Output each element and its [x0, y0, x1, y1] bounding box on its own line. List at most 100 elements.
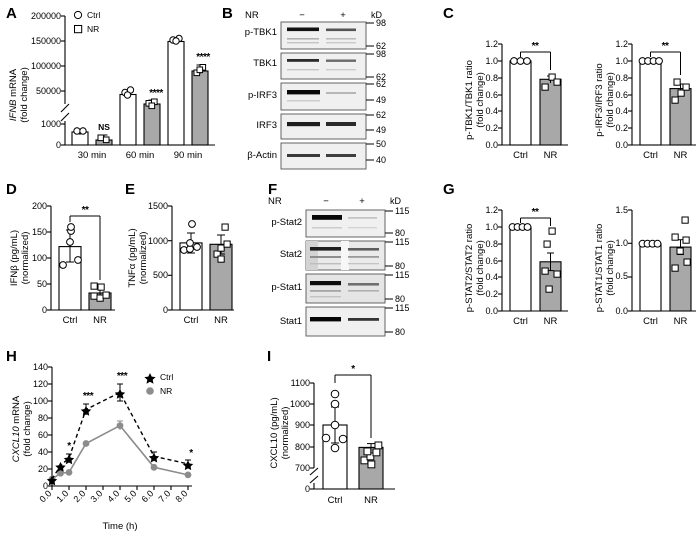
panel-a-xtick-0: 30 min — [78, 150, 107, 161]
tick-label: 50000 — [36, 86, 61, 96]
panel-b-row-bactin: β-Actin 50 40 — [247, 139, 386, 170]
blot-row-label: TBK1 — [253, 58, 277, 69]
panel-a-group-60min: **** — [119, 86, 164, 146]
panel-d-xtick-ctrl: Ctrl — [63, 315, 78, 326]
tick-label: 0.6 — [615, 90, 628, 100]
panel-a-xtick-1: 60 min — [126, 150, 155, 161]
panel-e-xtick-nr: NR — [214, 315, 228, 326]
panel-a-chart: IFNB mRNA (fold change) 200000 150000 10… — [8, 10, 215, 161]
blot-row-label: p-IRF3 — [248, 90, 277, 101]
xtick-label: 0.0 — [37, 488, 53, 504]
panel-c2-xtick-nr: NR — [674, 150, 688, 161]
panel-g-ylabel1b: (fold change) — [475, 240, 486, 295]
xtick-label: 7.0 — [156, 488, 172, 504]
panel-a-yaxis-upper: 200000 150000 100000 50000 1000 0 — [31, 11, 215, 150]
panel-h: CXCL10 mRNA (fold change) 140 120 100 80… — [0, 343, 250, 537]
blot-kd-top: 50 — [376, 139, 386, 149]
blot-kd-bottom: 80 — [395, 261, 405, 271]
blot-row-label: p-Stat1 — [271, 282, 302, 293]
tick-label: 0 — [56, 140, 61, 150]
panel-h-sig-0: * — [67, 441, 71, 452]
tick-label: 0.2 — [615, 123, 628, 133]
tick-label: 1.0 — [615, 238, 628, 248]
panel-h-points-nr — [48, 422, 192, 483]
panel-f-row-pstat2: p-Stat2 115 80 — [271, 206, 409, 238]
tick-label: 0.8 — [485, 239, 498, 249]
panel-a-ylabel-italic: IFNB — [8, 99, 19, 121]
legend-label-nr: NR — [160, 386, 172, 396]
tick-label: 0 — [163, 305, 168, 315]
panel-d-ylabel1: IFNβ (pg/mL) — [9, 230, 20, 286]
tick-label: 700 — [295, 463, 310, 473]
panel-h-legend: Ctrl NR — [144, 372, 173, 396]
panel-h-sig-1: *** — [83, 391, 94, 402]
panel-g: p-STAT2/STAT2 ratio (fold change) 1.2 1.… — [430, 176, 700, 341]
panel-a-group-30min: NS — [71, 122, 113, 146]
panel-f: NR − + kD p-Stat2 115 80 Stat2 — [240, 176, 425, 341]
panel-label-i: I — [267, 348, 272, 365]
tick-label: 80 — [38, 413, 48, 423]
tick-label: 1.2 — [615, 39, 628, 49]
panel-h-points-ctrl — [46, 388, 194, 486]
panel-label-a: A — [6, 5, 17, 22]
panel-label-b: B — [222, 5, 233, 22]
tick-label: 50 — [37, 279, 47, 289]
panel-h-sig-2: *** — [117, 371, 128, 382]
xtick-label: 8.0 — [173, 488, 189, 504]
panel-g-chart-pstat1: p-STAT1/STAT1 ratio (fold change) 1.5 1.… — [594, 205, 696, 327]
blot-row-label: p-Stat2 — [271, 217, 302, 228]
panel-f-row-stat2: Stat2 115 80 — [280, 237, 410, 271]
xtick-label: 1.0 — [54, 488, 70, 504]
panel-a-group-90min: **** — [167, 34, 211, 146]
panel-f-lane-plus: + — [359, 196, 365, 207]
blot-kd-top: 62 — [376, 110, 386, 120]
legend-label-ctrl: Ctrl — [87, 10, 100, 20]
panel-c-ylabel2a: p-IRF3/IRF3 ratio — [594, 63, 605, 136]
panel-i-xtick-nr: NR — [364, 495, 378, 506]
panel-g-ylabel2a: p-STAT1/STAT1 ratio — [594, 224, 605, 313]
panel-c-ylabel2b: (fold change) — [605, 72, 616, 127]
panel-label-d: D — [6, 181, 17, 198]
panel-f-lane-minus: − — [323, 196, 329, 207]
panel-g-ylabel2b: (fold change) — [605, 240, 616, 295]
tick-label: 60 — [38, 430, 48, 440]
panel-i-ylabel2: (normalized) — [280, 407, 291, 460]
tick-label: 150000 — [31, 36, 61, 46]
blot-kd-bottom: 80 — [395, 228, 405, 238]
panel-f-kd-header: kD — [390, 196, 402, 206]
tick-label: 0.8 — [615, 73, 628, 83]
tick-label: 0.6 — [485, 90, 498, 100]
tick-label: 1000 — [290, 399, 310, 409]
tick-label: 0.5 — [615, 271, 628, 281]
blot-kd-bottom: 40 — [376, 155, 386, 165]
tick-label: 1.0 — [485, 56, 498, 66]
panel-e-ylabel1: TNFα (pg/mL) — [127, 228, 138, 287]
panel-label-f: F — [268, 181, 278, 198]
blot-kd-bottom: 62 — [376, 41, 386, 51]
panel-c-sig-1: ** — [662, 41, 669, 52]
panel-g-sig-0: ** — [532, 207, 539, 218]
panel-label-e: E — [125, 181, 136, 198]
svg-text:IFNB mRNA: IFNB mRNA — [8, 68, 19, 121]
tick-label: 100000 — [31, 61, 61, 71]
blot-kd-top: 98 — [376, 18, 386, 28]
panel-a: IFNB mRNA (fold change) 200000 150000 10… — [0, 0, 225, 172]
panel-g-chart-pstat2: p-STAT2/STAT2 ratio (fold change) 1.2 1.… — [464, 205, 568, 327]
panel-h-xlabel: Time (h) — [102, 521, 137, 532]
tick-label: 140 — [33, 362, 48, 372]
panel-d-sig: ** — [82, 205, 89, 216]
panel-g-xtick-ctrl: Ctrl — [513, 316, 528, 327]
tick-label: 1.2 — [485, 39, 498, 49]
blot-kd-top: 115 — [395, 270, 409, 280]
blot-kd-top: 62 — [376, 79, 386, 89]
panel-h-ylabel-rest: mRNA — [11, 395, 22, 426]
tick-label: 800 — [295, 442, 310, 452]
tick-label: 0.4 — [485, 272, 498, 282]
tick-label: 0.0 — [485, 140, 498, 150]
panel-c-xtick-nr: NR — [544, 150, 558, 161]
panel-b-kd-header: kD — [371, 10, 383, 20]
panel-a-ylabel-rest: mRNA — [8, 68, 19, 99]
tick-label: 100 — [33, 396, 48, 406]
tick-label: 0 — [305, 484, 310, 494]
